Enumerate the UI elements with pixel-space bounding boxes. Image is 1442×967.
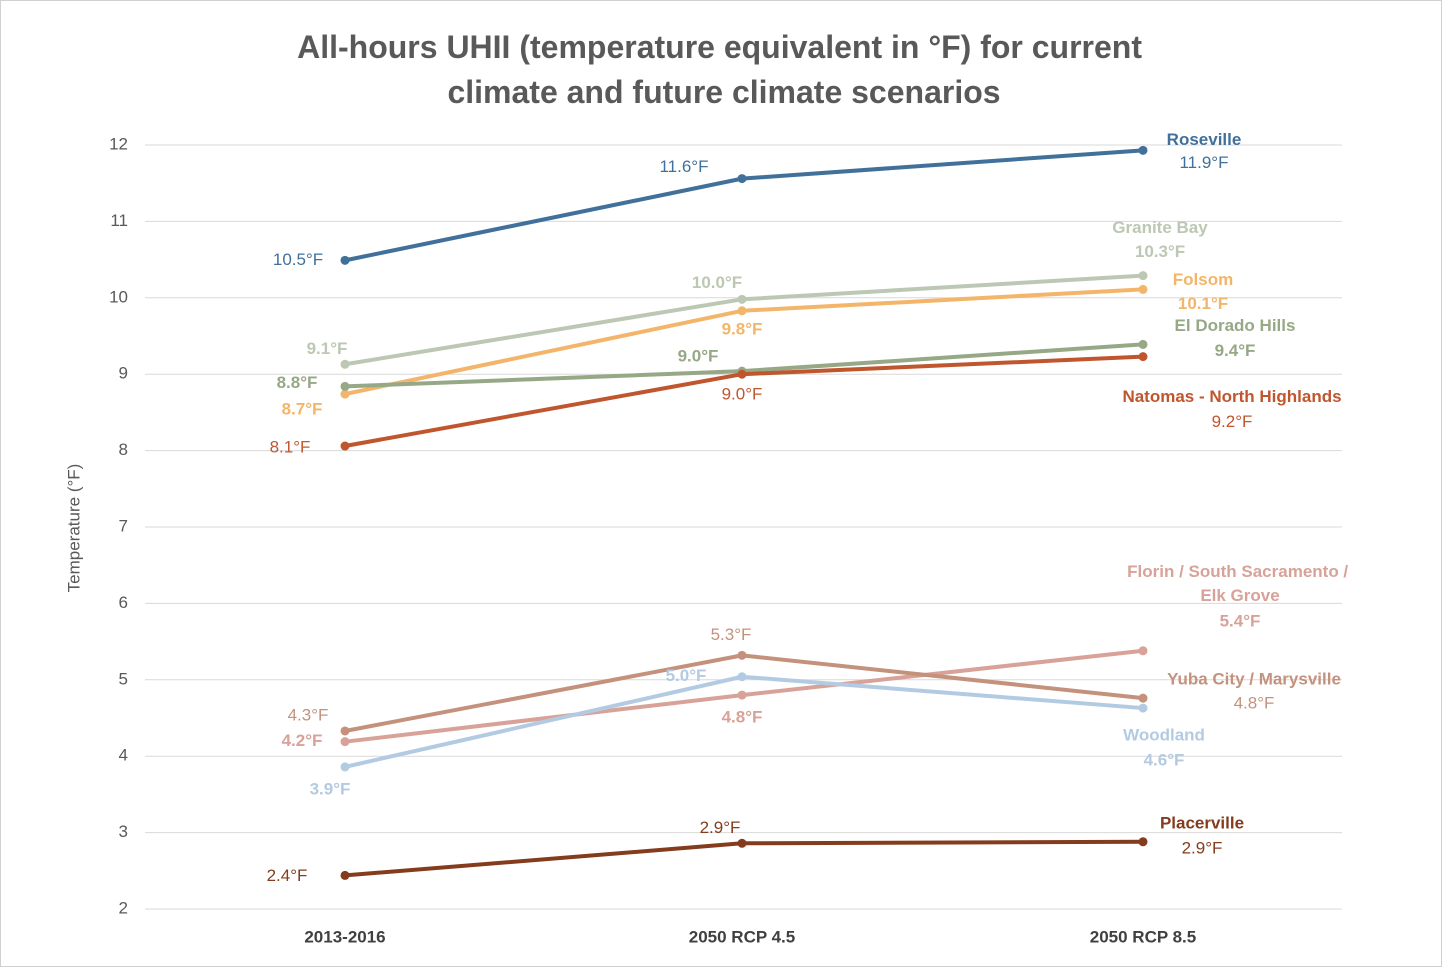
y-tick-label: 7 xyxy=(119,516,128,535)
data-point xyxy=(340,870,350,880)
data-point xyxy=(1138,284,1148,294)
data-point xyxy=(340,441,350,451)
data-label: 4.6°F xyxy=(1144,751,1185,770)
data-point xyxy=(1138,339,1148,349)
series-name: Folsom xyxy=(1173,270,1233,289)
data-label: 2.4°F xyxy=(267,866,308,885)
data-label: 8.1°F xyxy=(270,438,311,457)
data-label: 9.8°F xyxy=(722,319,763,338)
x-tick-label: 2050 RCP 4.5 xyxy=(689,927,795,946)
data-label: 10.5°F xyxy=(273,250,323,269)
data-point xyxy=(737,672,747,682)
y-tick-label: 12 xyxy=(109,134,128,153)
data-point xyxy=(340,359,350,369)
data-point xyxy=(1138,145,1148,155)
chart-title: All-hours UHII (temperature equivalent i… xyxy=(297,29,1151,110)
data-label: 4.2°F xyxy=(282,731,323,750)
y-tick-label: 9 xyxy=(119,364,128,383)
y-tick-label: 3 xyxy=(119,822,128,841)
series-name: El Dorado Hills xyxy=(1175,316,1296,335)
data-point xyxy=(1138,352,1148,362)
data-point xyxy=(340,381,350,391)
data-point xyxy=(1138,837,1148,847)
data-point xyxy=(340,389,350,399)
series-name: Woodland xyxy=(1123,726,1205,745)
data-point xyxy=(737,690,747,700)
data-label: 5.3°F xyxy=(711,625,752,644)
data-label: 8.8°F xyxy=(277,373,318,392)
series-name: Roseville xyxy=(1167,130,1242,149)
data-point xyxy=(737,838,747,848)
data-label: 11.9°F xyxy=(1179,153,1228,172)
y-tick-label: 5 xyxy=(119,669,128,688)
data-point xyxy=(737,369,747,379)
y-tick-label: 6 xyxy=(119,593,128,612)
y-tick-label: 2 xyxy=(119,898,128,917)
data-label: 10.0°F xyxy=(692,273,742,292)
data-label: 9.2°F xyxy=(1212,412,1253,431)
data-label: 10.3°F xyxy=(1135,242,1185,261)
data-point xyxy=(340,726,350,736)
y-tick-label: 8 xyxy=(119,440,128,459)
series-name: Granite Bay xyxy=(1112,218,1208,237)
data-label: 8.7°F xyxy=(282,400,323,419)
y-tick-label: 11 xyxy=(110,211,128,230)
data-label: 4.8°F xyxy=(1234,694,1275,713)
data-label: 2.9°F xyxy=(700,818,741,837)
data-label: 10.1°F xyxy=(1178,294,1228,313)
data-label: 9.0°F xyxy=(678,347,719,366)
series-name: Placerville xyxy=(1160,813,1244,832)
data-point xyxy=(1138,271,1148,281)
data-point xyxy=(737,174,747,184)
data-point xyxy=(737,294,747,304)
y-axis-label: Temperature (°F) xyxy=(64,464,83,593)
x-tick-label: 2050 RCP 8.5 xyxy=(1090,927,1196,946)
data-point xyxy=(340,762,350,772)
data-label: 9.0°F xyxy=(722,385,763,404)
data-point xyxy=(340,255,350,265)
data-point xyxy=(1138,646,1148,656)
data-label: 4.8°F xyxy=(722,708,763,727)
x-tick-label: 2013-2016 xyxy=(304,927,385,946)
data-point xyxy=(340,737,350,747)
series-name: Yuba City / Marysville xyxy=(1167,670,1341,689)
data-label: 5.0°F xyxy=(666,666,707,685)
y-tick-label: 10 xyxy=(109,287,128,306)
data-label: 9.1°F xyxy=(307,339,348,358)
data-label: 3.9°F xyxy=(310,779,351,798)
data-point xyxy=(737,650,747,660)
y-tick-label: 4 xyxy=(119,746,128,765)
series-name: Natomas - North Highlands xyxy=(1122,387,1341,406)
data-label: 2.9°F xyxy=(1182,838,1223,857)
data-point xyxy=(1138,693,1148,703)
data-label: 4.3°F xyxy=(288,705,329,724)
series-name: Florin / South Sacramento / Elk Grove xyxy=(1127,562,1353,605)
data-label: 5.4°F xyxy=(1220,611,1261,630)
data-label: 9.4°F xyxy=(1215,341,1256,360)
data-point xyxy=(737,306,747,316)
data-label: 11.6°F xyxy=(659,157,708,176)
data-point xyxy=(1138,703,1148,713)
